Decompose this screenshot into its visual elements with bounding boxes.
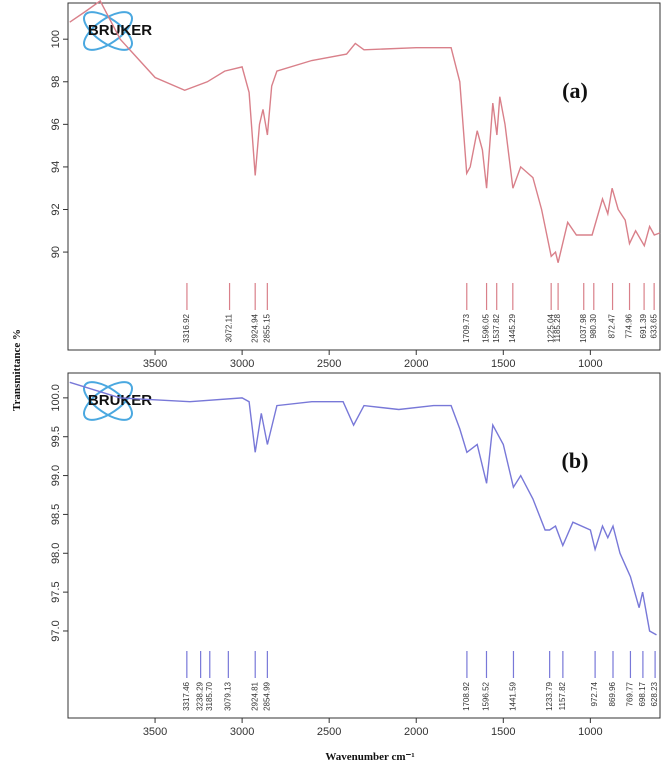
logo: BRUKER — [83, 381, 152, 421]
y-tick-label: 97.0 — [50, 620, 62, 641]
x-tick-label: 1000 — [578, 726, 602, 738]
y-tick-label: 99.5 — [50, 426, 62, 447]
peak-label: 1233.79 — [545, 681, 554, 710]
peak-label: 769.77 — [626, 681, 635, 706]
y-tick-label: 92 — [50, 203, 62, 215]
peak-label: 2855.15 — [262, 313, 271, 342]
y-tick-label: 100.0 — [50, 384, 62, 412]
peak-label: 3185.70 — [205, 681, 214, 710]
peak-label: 3079.13 — [223, 681, 232, 710]
peak-label: 1441.59 — [509, 681, 518, 710]
peak-label: 1596.52 — [482, 681, 491, 710]
x-tick-label: 1500 — [491, 726, 515, 738]
x-tick-label: 2500 — [317, 726, 341, 738]
x-tick-label: 3500 — [143, 726, 167, 738]
x-axis-title: Wavenumber cm⁻¹ — [325, 751, 414, 763]
x-tick-label: 1000 — [578, 358, 602, 370]
peak-label: 1037.98 — [579, 313, 588, 342]
peak-label: 2924.81 — [250, 681, 259, 710]
peak-label: 3317.46 — [182, 681, 191, 710]
plot-frame — [67, 372, 661, 719]
peak-label: 1708.92 — [462, 681, 471, 710]
peak-label: 633.65 — [649, 313, 658, 338]
panel-label: (a) — [562, 78, 588, 103]
y-tick-label: 97.5 — [50, 581, 62, 602]
y-tick-label: 98 — [50, 76, 62, 88]
spectrum-line — [69, 0, 661, 263]
logo-orbit — [83, 11, 133, 51]
spectrum-line — [69, 381, 657, 636]
peak-label: 980.30 — [589, 313, 598, 338]
peak-label: 872.47 — [608, 313, 617, 338]
peak-label: 628.23 — [650, 681, 659, 706]
y-tick-label: 98.5 — [50, 504, 62, 525]
peak-label: 3316.92 — [182, 313, 191, 342]
peak-label: 1596.05 — [482, 313, 491, 342]
peak-label: 1537.82 — [492, 313, 501, 342]
peak-label: 1185.28 — [553, 313, 562, 342]
y-tick-label: 99.0 — [50, 465, 62, 486]
peak-label: 3238.29 — [196, 681, 205, 710]
peak-label: 774.96 — [625, 313, 634, 338]
logo-text: BRUKER — [88, 392, 152, 409]
plot-frame — [67, 2, 661, 351]
logo: BRUKER — [83, 11, 152, 51]
y-tick-label: 100 — [50, 30, 62, 48]
x-tick-label: 1500 — [491, 358, 515, 370]
x-tick-label: 2000 — [404, 358, 428, 370]
peak-label: 698.17 — [638, 681, 647, 706]
y-tick-label: 98.0 — [50, 543, 62, 564]
y-axis-title: Transmittance % — [11, 329, 23, 411]
y-tick-label: 96 — [50, 118, 62, 130]
peak-label: 869.96 — [608, 681, 617, 706]
logo-orbit — [83, 381, 133, 421]
peak-label: 2924.94 — [250, 313, 259, 342]
peak-label: 3072.11 — [225, 313, 234, 342]
peak-label: 1445.29 — [508, 313, 517, 342]
x-tick-label: 3000 — [230, 358, 254, 370]
peak-label: 1157.82 — [558, 681, 567, 710]
logo-text: BRUKER — [88, 22, 152, 39]
y-tick-label: 90 — [50, 246, 62, 258]
peak-label: 2854.99 — [262, 681, 271, 710]
peak-label: 972.74 — [590, 681, 599, 706]
y-tick-label: 94 — [50, 161, 62, 173]
logo-orbit — [83, 11, 133, 51]
panel-label: (b) — [562, 448, 589, 473]
peak-label: 1225.04 — [546, 313, 555, 342]
x-tick-label: 2500 — [317, 358, 341, 370]
x-tick-label: 3500 — [143, 358, 167, 370]
x-tick-label: 2000 — [404, 726, 428, 738]
peak-label: 1709.73 — [462, 313, 471, 342]
x-tick-label: 3000 — [230, 726, 254, 738]
logo-orbit — [83, 381, 133, 421]
peak-label: 691.39 — [639, 313, 648, 338]
